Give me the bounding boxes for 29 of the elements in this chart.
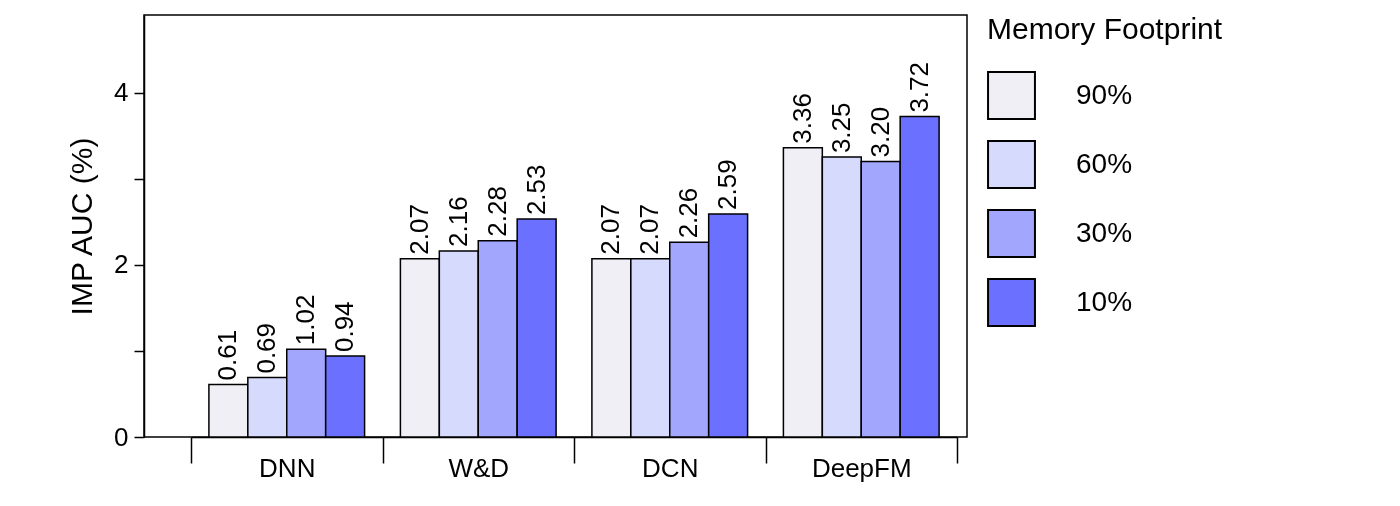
x-tick-label: DeepFM [811, 452, 912, 483]
legend-label: 60% [1076, 147, 1133, 179]
data-label: 2.59 [712, 159, 743, 210]
data-label: 1.02 [290, 294, 321, 346]
data-label: 3.20 [864, 106, 895, 158]
data-label: 0.69 [251, 322, 282, 374]
legend-title: Memory Footprint [987, 12, 1223, 45]
legend-label: 10% [1076, 285, 1133, 317]
y-tick-label: 4 [114, 77, 129, 108]
data-label: 3.36 [786, 93, 817, 144]
x-tick-label: W&D [448, 452, 510, 483]
x-tick-label: DNN [259, 452, 316, 483]
data-label: 2.07 [634, 204, 665, 255]
data-label: 2.07 [403, 204, 434, 255]
legend-label: 90% [1076, 78, 1133, 110]
y-tick-label: 0 [114, 421, 129, 452]
x-tick-label: DCN [642, 452, 699, 483]
data-label: 2.16 [442, 196, 473, 247]
data-label: 0.94 [329, 301, 360, 353]
data-label: 2.28 [481, 186, 512, 237]
data-label: 2.07 [595, 204, 626, 255]
data-label: 3.72 [903, 62, 934, 113]
y-axis-title: IMP AUC (%) [65, 137, 99, 316]
legend-label: 30% [1076, 216, 1133, 248]
data-label: 0.61 [212, 329, 243, 381]
data-label: 2.53 [520, 164, 551, 216]
data-label: 3.25 [825, 102, 856, 154]
data-label: 2.26 [673, 187, 704, 239]
y-tick-label: 2 [114, 249, 129, 280]
